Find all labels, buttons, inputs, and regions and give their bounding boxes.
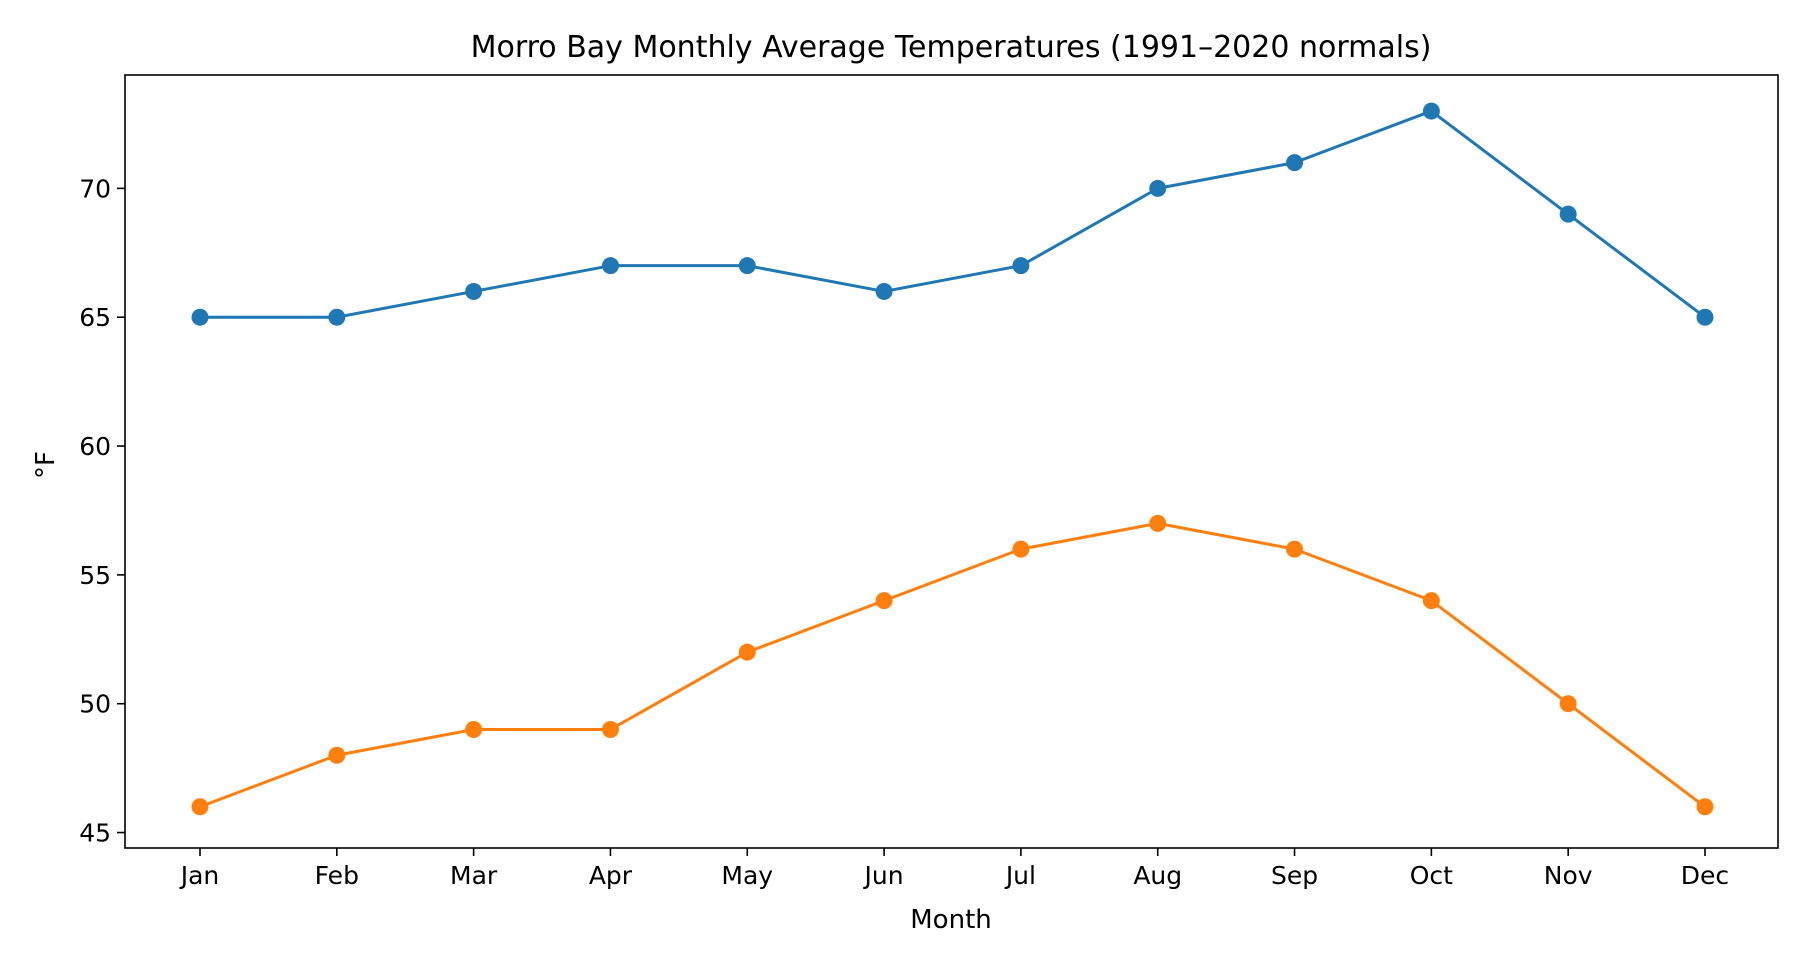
y-tick-label: 60 xyxy=(79,432,111,461)
y-tick-label: 45 xyxy=(79,819,111,848)
x-tick-label: Oct xyxy=(1410,861,1453,890)
x-tick-label: Jul xyxy=(1004,861,1036,890)
series-2-point xyxy=(1559,695,1577,713)
series-1-point xyxy=(875,282,893,300)
series-2-point xyxy=(465,720,483,738)
plot-frame xyxy=(124,74,1779,849)
x-tick-label: May xyxy=(721,861,773,890)
series-2-point xyxy=(1149,514,1167,532)
x-tick-label: Jun xyxy=(863,861,904,890)
series-1-point xyxy=(465,282,483,300)
series-2-point xyxy=(738,643,756,661)
x-tick-label: Feb xyxy=(315,861,359,890)
series-1-point xyxy=(1149,179,1167,197)
series-2-point xyxy=(1422,592,1440,610)
y-tick-label: 50 xyxy=(79,690,111,719)
x-tick-label: Sep xyxy=(1271,861,1318,890)
y-axis-label: °F xyxy=(31,451,61,479)
y-tick-label: 70 xyxy=(79,174,111,203)
x-tick-label: Mar xyxy=(450,861,498,890)
series-1-line xyxy=(200,109,1706,319)
x-tick-label: Apr xyxy=(589,861,633,890)
x-tick-label: Dec xyxy=(1681,861,1729,890)
series-2-point xyxy=(601,720,619,738)
chart-title: Morro Bay Monthly Average Temperatures (… xyxy=(471,30,1432,65)
series-2-point xyxy=(1012,540,1030,558)
series-2-point xyxy=(875,592,893,610)
plot-area: Jan Feb Mar Apr May Jun Jul Aug Sep Oct Nov Dec 45 50… xyxy=(79,74,1779,890)
y-tick-label: 65 xyxy=(79,303,111,332)
series-1-point xyxy=(1559,205,1577,223)
series-2-point xyxy=(191,798,209,816)
series-2-point xyxy=(1696,798,1714,816)
series-1-point xyxy=(1422,102,1440,120)
x-axis-label: Month xyxy=(910,905,992,935)
series-1-point xyxy=(191,308,209,326)
y-tick-label: 55 xyxy=(79,561,111,590)
series-1-point xyxy=(328,308,346,326)
series-2-point xyxy=(1286,540,1304,558)
series-1-point xyxy=(601,257,619,275)
series-1-point xyxy=(1286,154,1304,172)
x-tick-label: Jan xyxy=(179,861,220,890)
series-2-line xyxy=(199,521,1706,809)
series-1-point xyxy=(1696,308,1714,326)
x-tick-label: Nov xyxy=(1544,861,1593,890)
x-tick-label: Aug xyxy=(1133,861,1182,890)
series-1-point xyxy=(1012,257,1030,275)
series-1-point xyxy=(738,257,756,275)
series-2-point xyxy=(328,746,346,764)
